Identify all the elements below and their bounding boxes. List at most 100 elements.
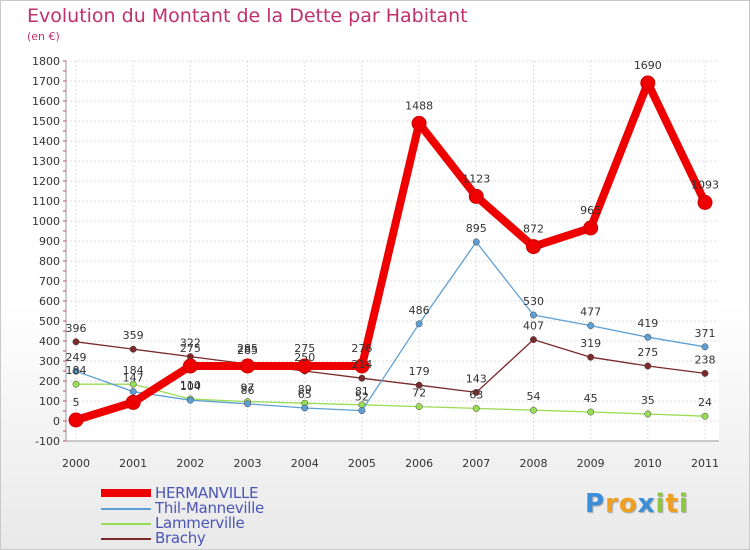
data-point (354, 358, 370, 374)
y-tick-label: 1100 (32, 195, 60, 208)
legend-swatch (101, 508, 151, 510)
data-label: 1488 (405, 99, 433, 112)
data-label: 530 (523, 295, 544, 308)
data-label: 143 (466, 372, 487, 385)
data-point (644, 410, 652, 418)
x-tick-label: 2001 (119, 457, 147, 470)
data-label: 5 (73, 396, 80, 409)
data-point (472, 404, 480, 412)
logo-letter: i (655, 489, 666, 519)
data-point (530, 336, 537, 344)
data-point (186, 396, 194, 404)
data-point (301, 404, 309, 412)
data-point (415, 403, 423, 411)
x-tick-label: 2008 (519, 457, 547, 470)
data-point (587, 408, 595, 416)
data-label: 250 (294, 351, 315, 364)
data-point (701, 343, 709, 351)
data-label: 965 (580, 204, 601, 217)
y-tick-label: 100 (39, 395, 60, 408)
data-point (129, 388, 137, 396)
data-label: 52 (355, 391, 369, 404)
legend-label: Thil-Manneville (155, 499, 264, 517)
data-point (72, 367, 80, 375)
data-point (701, 412, 709, 420)
data-point (358, 374, 366, 382)
data-point (468, 188, 484, 204)
data-label: 238 (695, 353, 716, 366)
data-point (644, 333, 652, 341)
data-label: 407 (523, 320, 544, 333)
unit-label: (en €) (27, 30, 60, 43)
legend-item-thil-manneville: Thil-Manneville (101, 499, 361, 517)
y-tick-label: 200 (39, 375, 60, 388)
data-label: 45 (584, 392, 598, 405)
series-line-hermanville (74, 79, 709, 424)
y-tick-label: 700 (39, 275, 60, 288)
data-label: 72 (412, 387, 426, 400)
y-tick-label: -100 (35, 435, 60, 448)
y-tick-label: 800 (39, 255, 60, 268)
data-label: 396 (66, 322, 87, 335)
data-label: 104 (180, 380, 201, 393)
x-tick-label: 2010 (634, 457, 662, 470)
data-label: 35 (641, 394, 655, 407)
data-label: 249 (66, 351, 87, 364)
y-tick-label: 500 (39, 315, 60, 328)
data-point (701, 369, 709, 377)
data-point (129, 345, 137, 353)
y-tick-label: 1800 (32, 55, 60, 68)
y-tick-label: 600 (39, 295, 60, 308)
data-label: 184 (66, 364, 87, 377)
data-point (587, 322, 595, 330)
data-label: 359 (123, 329, 144, 342)
data-point (530, 406, 537, 414)
legend-swatch (101, 538, 151, 540)
legend-swatch (101, 489, 151, 497)
data-label: 419 (637, 317, 658, 330)
legend-label: HERMANVILLE (155, 484, 259, 502)
legend-item-hermanville: HERMANVILLE (101, 484, 361, 502)
y-tick-label: 900 (39, 235, 60, 248)
data-label: 285 (237, 344, 258, 357)
logo-letter: o (618, 489, 638, 519)
data-label: 275 (180, 342, 201, 355)
data-point (297, 358, 313, 374)
x-tick-label: 2003 (234, 457, 262, 470)
proxiti-logo: Proxiti (585, 489, 689, 519)
data-label: 486 (409, 304, 430, 317)
y-tick-label: 1400 (32, 135, 60, 148)
data-label: 63 (469, 388, 483, 401)
x-tick-label: 2005 (348, 457, 376, 470)
data-label: 1690 (634, 59, 662, 72)
legend: HERMANVILLE Thil-Manneville Lammerville … (101, 484, 361, 547)
data-point (472, 388, 480, 396)
y-tick-label: 1700 (32, 75, 60, 88)
logo-letter: r (605, 489, 619, 519)
data-label: 895 (466, 222, 487, 235)
data-point (587, 353, 595, 361)
data-point (244, 400, 251, 408)
data-label: 65 (298, 388, 312, 401)
data-point (72, 338, 80, 346)
x-tick-label: 2002 (176, 457, 204, 470)
y-tick-label: 1000 (32, 215, 60, 228)
data-label: 184 (123, 364, 144, 377)
y-tick-label: 1600 (32, 95, 60, 108)
data-label: 275 (294, 342, 315, 355)
data-label: 81 (355, 385, 369, 398)
x-tick-label: 2000 (62, 457, 90, 470)
data-point (125, 394, 141, 410)
data-label: 285 (237, 342, 258, 355)
y-tick-label: 1500 (32, 115, 60, 128)
data-label: 275 (637, 346, 658, 359)
legend-swatch (101, 523, 151, 525)
legend-item-brachy: Brachy (101, 529, 361, 547)
legend-item-lammerville: Lammerville (101, 514, 361, 532)
data-point (68, 412, 84, 428)
data-point (644, 362, 652, 370)
data-label: 110 (180, 379, 201, 392)
data-label: 322 (180, 337, 201, 350)
data-point (240, 358, 256, 374)
